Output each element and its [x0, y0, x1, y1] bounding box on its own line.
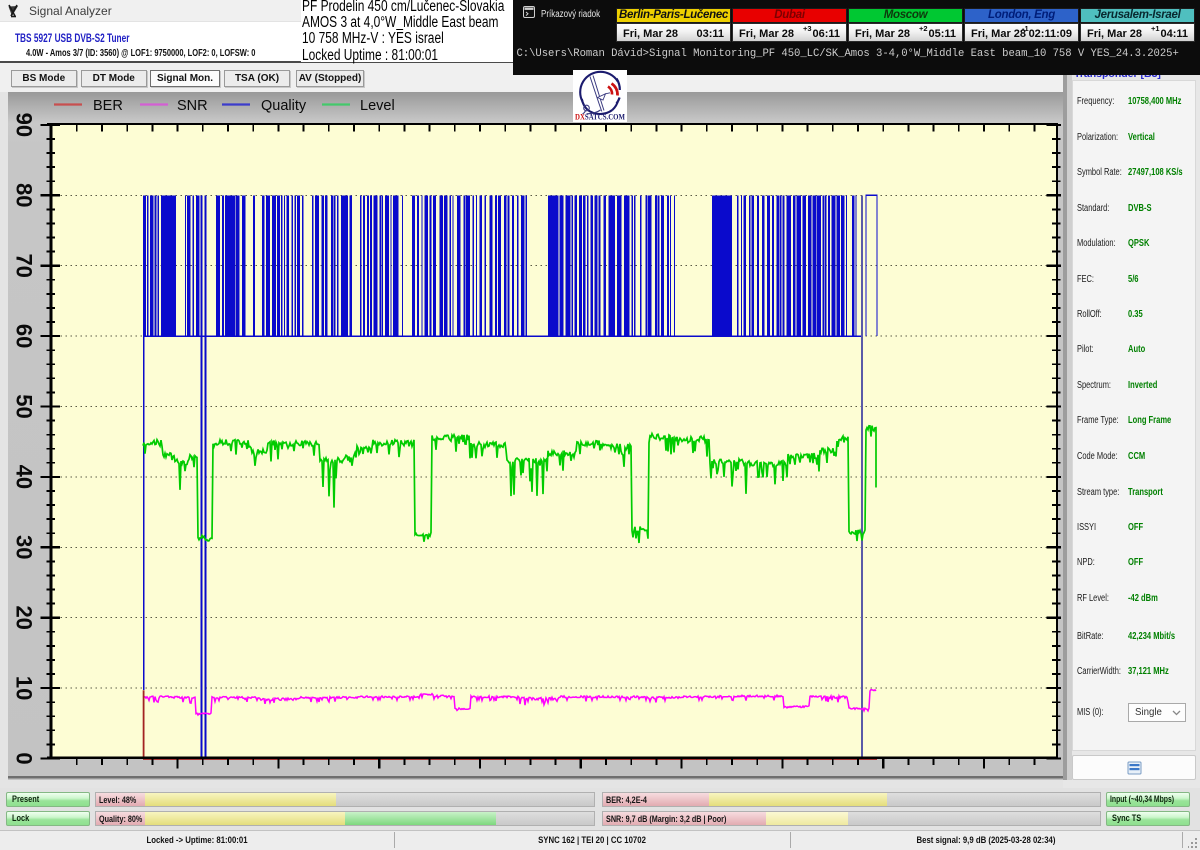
svg-text:Quality: Quality — [261, 98, 307, 114]
svg-text:70: 70 — [12, 253, 37, 277]
svg-text:0: 0 — [12, 752, 37, 764]
svg-text:BER: BER — [93, 98, 123, 114]
svg-text:DXSATCS.COM: DXSATCS.COM — [575, 112, 625, 122]
svg-text:SNR: SNR — [177, 98, 208, 114]
svg-text:Level: Level — [360, 98, 395, 114]
svg-text:80: 80 — [12, 183, 37, 207]
svg-text:30: 30 — [12, 535, 37, 559]
svg-text:20: 20 — [12, 605, 37, 629]
svg-text:40: 40 — [12, 465, 37, 489]
svg-text:10: 10 — [12, 676, 37, 700]
svg-text:60: 60 — [12, 324, 37, 348]
svg-text:50: 50 — [12, 394, 37, 418]
svg-text:90: 90 — [12, 113, 37, 137]
